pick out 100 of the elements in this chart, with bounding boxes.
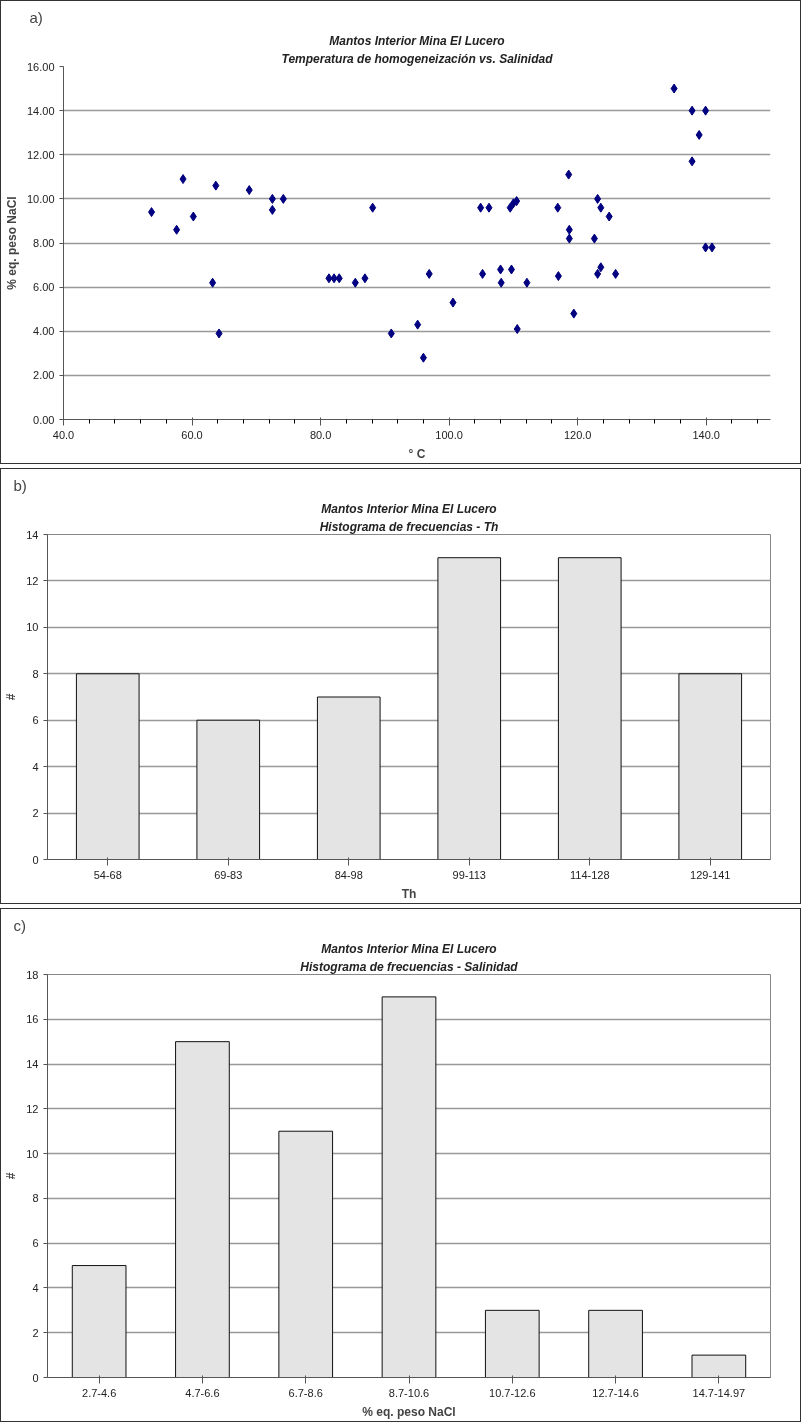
x-tick-label: 2.7-4.6 <box>82 1386 117 1399</box>
x-tick-label: 69-83 <box>214 868 243 881</box>
point <box>565 169 573 180</box>
point <box>268 204 276 215</box>
bar <box>71 1265 127 1378</box>
x-tick-label: 140.0 <box>692 428 720 441</box>
y-tick-label: 12 <box>26 574 39 587</box>
bar <box>278 1130 334 1378</box>
bar <box>678 673 743 860</box>
y-axis-title: % eq. peso NaCl <box>4 196 19 290</box>
point <box>688 105 696 116</box>
y-axis-title: # <box>4 1172 19 1180</box>
bar <box>691 1354 747 1378</box>
point <box>179 174 187 185</box>
text: a) <box>29 8 43 26</box>
point <box>369 202 377 213</box>
y-tick-label: 12.00 <box>26 148 55 161</box>
y-tick-label: 10 <box>26 621 39 634</box>
x-tick-label: 114-128 <box>569 868 610 881</box>
y-tick-label: 0.00 <box>33 413 55 426</box>
bar <box>196 719 261 860</box>
point <box>612 268 620 279</box>
y-tick-label: 16 <box>26 1013 39 1026</box>
y-tick-label: 8 <box>32 667 39 680</box>
point <box>485 202 493 213</box>
x-tick-label: 8.7-10.6 <box>388 1386 430 1399</box>
chart-subtitle: Temperatura de homogeneización vs. Salinidad <box>281 51 554 66</box>
bar <box>557 557 622 860</box>
point <box>507 264 515 275</box>
bar <box>588 1309 643 1378</box>
y-tick-label: 10.00 <box>26 192 55 205</box>
x-axis-title: ° C <box>408 446 426 461</box>
y-tick-label: 8 <box>32 1192 39 1205</box>
point <box>513 196 521 207</box>
point <box>702 242 710 253</box>
point <box>554 271 562 282</box>
point <box>335 273 343 284</box>
point <box>212 180 220 191</box>
x-tick-label: 100.0 <box>435 428 463 441</box>
point <box>702 105 710 116</box>
point <box>245 185 253 196</box>
point <box>449 297 457 308</box>
y-tick-label: 8.00 <box>33 237 55 249</box>
point <box>414 319 422 330</box>
point <box>419 352 427 363</box>
point <box>361 273 369 284</box>
bar <box>175 1041 230 1378</box>
y-tick-label: 18 <box>26 968 39 981</box>
x-tick-label: 84-98 <box>334 868 363 881</box>
x-tick-label: 60.0 <box>181 428 203 441</box>
point <box>279 193 287 204</box>
point <box>554 202 562 213</box>
x-axis-title: Th <box>401 886 417 901</box>
x-tick-label: 40.0 <box>52 428 75 441</box>
x-tick-label: 120.0 <box>563 428 592 441</box>
y-axis-title: # <box>4 693 19 701</box>
point <box>325 273 333 284</box>
point <box>594 268 602 279</box>
x-tick-label: 99-113 <box>452 868 486 881</box>
point <box>565 224 573 235</box>
point <box>597 202 605 213</box>
y-tick-label: 0 <box>32 853 39 866</box>
chart-subtitle: Histograma de frecuencias - Salinidad <box>300 959 519 974</box>
y-tick-label: 4.00 <box>33 325 55 338</box>
x-tick-label: 12.7-14.6 <box>592 1386 639 1399</box>
point <box>387 328 395 339</box>
point <box>597 262 605 273</box>
point <box>594 193 602 204</box>
point <box>513 324 521 335</box>
point <box>590 233 598 244</box>
y-tick-label: 12 <box>26 1102 39 1115</box>
point <box>497 277 505 288</box>
bar <box>484 1309 540 1378</box>
x-tick-label: 129-141 <box>690 868 731 881</box>
chart-title: Mantos Interior Mina El Lucero <box>321 501 497 516</box>
chart-title: Mantos Interior Mina El Lucero <box>329 33 505 48</box>
y-tick-label: 16.00 <box>26 60 55 73</box>
point <box>479 268 487 279</box>
y-tick-label: 6.00 <box>33 281 55 294</box>
y-tick-label: 4 <box>32 760 39 773</box>
point <box>497 264 505 275</box>
y-tick-label: 14 <box>26 528 39 541</box>
y-tick-label: 2 <box>32 1326 39 1339</box>
x-axis-title: % eq. peso NaCl <box>362 1404 456 1419</box>
text: b) <box>13 476 27 494</box>
point <box>425 268 433 279</box>
y-tick-label: 14.00 <box>26 104 55 117</box>
point <box>351 277 359 288</box>
x-tick-label: 10.7-12.6 <box>489 1386 536 1399</box>
x-tick-label: 6.7-8.6 <box>288 1386 323 1399</box>
point <box>173 224 181 235</box>
y-tick-label: 4 <box>32 1281 39 1294</box>
point <box>477 202 485 213</box>
point <box>570 308 578 319</box>
point <box>565 233 573 244</box>
bar <box>75 673 140 860</box>
x-tick-label: 80.0 <box>309 428 332 441</box>
point <box>215 328 223 339</box>
x-tick-label: 4.7-6.6 <box>185 1386 220 1399</box>
point <box>605 211 613 222</box>
